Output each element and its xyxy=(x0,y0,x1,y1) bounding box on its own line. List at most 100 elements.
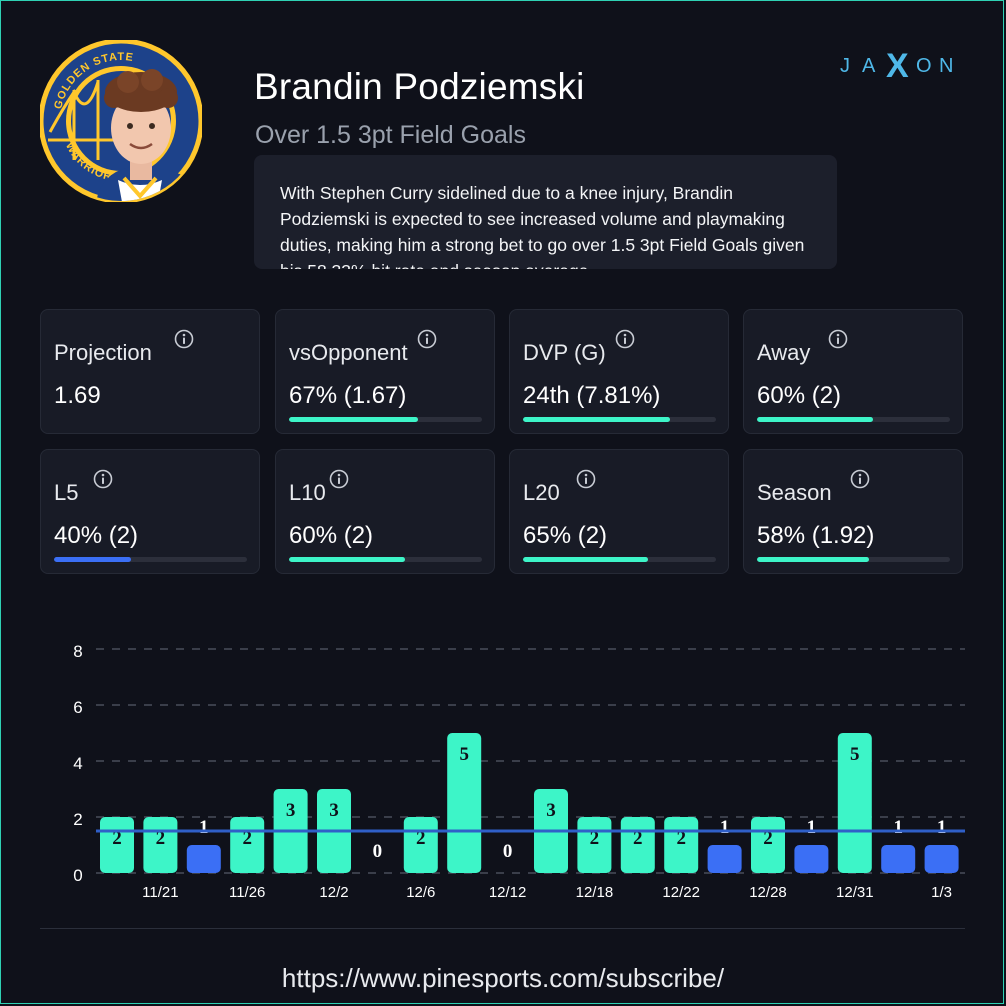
stat-progress-track xyxy=(523,557,716,562)
brand-letter-a: A xyxy=(862,55,876,77)
y-tick-label: 0 xyxy=(73,866,82,885)
x-date-label: 12/6 xyxy=(406,884,435,901)
x-date-label: 12/18 xyxy=(576,884,614,901)
x-date-label: 12/12 xyxy=(489,884,527,901)
stat-value: 40% (2) xyxy=(54,522,139,549)
stat-progress-track xyxy=(289,557,482,562)
y-tick-label: 6 xyxy=(73,698,82,717)
stat-label: vsOpponent xyxy=(289,340,408,365)
info-icon[interactable] xyxy=(417,329,437,349)
stat-progress-fill xyxy=(289,417,419,422)
jaxon-logo: J A X O N xyxy=(840,48,953,82)
info-icon[interactable] xyxy=(576,469,596,489)
stat-progress-fill xyxy=(757,557,869,562)
y-tick-label: 8 xyxy=(73,642,82,661)
x-date-label: 12/2 xyxy=(319,884,348,901)
bar-value-label: 2 xyxy=(242,828,252,849)
bar xyxy=(881,845,916,873)
y-tick-label: 4 xyxy=(73,754,82,773)
stat-card-away: Away 60% (2) xyxy=(743,309,963,434)
stat-value: 60% (2) xyxy=(757,382,842,409)
bar xyxy=(837,733,872,873)
bar-value-label: 1 xyxy=(720,817,730,838)
bar-value-label: 5 xyxy=(850,744,860,765)
stat-label: Season xyxy=(757,480,832,505)
stat-card-l5: L5 40% (2) xyxy=(40,449,260,574)
stat-card-season: Season 58% (1.92) xyxy=(743,449,963,574)
bar-value-label: 1 xyxy=(937,817,947,838)
bar-value-label: 2 xyxy=(112,828,122,849)
stat-label: Away xyxy=(757,340,811,365)
stat-value: 24th (7.81%) xyxy=(523,382,661,409)
stat-progress-fill xyxy=(289,557,405,562)
bar-value-label: 1 xyxy=(893,817,903,838)
bar xyxy=(924,845,959,873)
brand-letter-x: X xyxy=(886,48,909,82)
stat-card-projection: Projection 1.69 xyxy=(40,309,260,434)
stat-label: L20 xyxy=(523,480,560,505)
info-icon[interactable] xyxy=(329,469,349,489)
bar-value-label: 0 xyxy=(373,841,383,862)
analysis-box: With Stephen Curry sidelined due to a kn… xyxy=(254,155,837,269)
brand-letter-n: N xyxy=(939,55,953,77)
analysis-text: With Stephen Curry sidelined due to a kn… xyxy=(280,183,805,269)
stat-value: 65% (2) xyxy=(523,522,608,549)
info-icon[interactable] xyxy=(615,329,635,349)
player-name: Brandin Podziemski xyxy=(254,66,585,107)
info-icon[interactable] xyxy=(850,469,870,489)
stat-label: Projection xyxy=(54,340,152,365)
bar xyxy=(794,845,829,873)
info-icon[interactable] xyxy=(174,329,194,349)
bar-value-label: 2 xyxy=(156,828,166,849)
stat-value: 58% (1.92) xyxy=(757,522,875,549)
footer-divider xyxy=(40,928,965,929)
bar-value-label: 2 xyxy=(676,828,686,849)
stat-card-l20: L20 65% (2) xyxy=(509,449,729,574)
stat-value: 60% (2) xyxy=(289,522,374,549)
brand-letter-o: O xyxy=(916,55,932,77)
bar xyxy=(447,733,482,873)
fg3-bar-chart: 0 2 4 6 8 2 2 11/21 1 2 11/26 3 3 12/2 0 2 12/6 5 0 12/12 3 2… xyxy=(73,642,965,901)
bar-value-label: 2 xyxy=(416,828,426,849)
stat-card-dvp-g: DVP (G) 24th (7.81%) xyxy=(509,309,729,434)
stat-progress-track xyxy=(54,557,247,562)
brand-letter-j: J xyxy=(840,55,852,77)
bar xyxy=(707,845,742,873)
stat-label: L10 xyxy=(289,480,326,505)
stat-progress-fill xyxy=(523,557,649,562)
x-date-label: 12/31 xyxy=(836,884,874,901)
x-date-label: 12/22 xyxy=(662,884,700,901)
bar-value-label: 0 xyxy=(503,841,513,862)
x-date-label: 12/28 xyxy=(749,884,787,901)
stat-progress-track xyxy=(757,417,950,422)
y-tick-label: 2 xyxy=(73,810,82,829)
stat-progress-track xyxy=(757,557,950,562)
stat-label: DVP (G) xyxy=(523,340,606,365)
bar xyxy=(186,845,221,873)
stat-progress-fill xyxy=(523,417,670,422)
x-date-label: 11/21 xyxy=(142,884,178,901)
stat-progress-fill xyxy=(757,417,873,422)
prop-subtitle: Over 1.5 3pt Field Goals xyxy=(255,121,526,149)
subscribe-link[interactable]: https://www.pinesports.com/subscribe/ xyxy=(281,963,725,993)
bar-value-label: 1 xyxy=(807,817,817,838)
stat-progress-track xyxy=(523,417,716,422)
stat-label: L5 xyxy=(54,480,79,505)
bar-value-label: 3 xyxy=(546,800,556,821)
x-date-label: 1/3 xyxy=(931,884,952,901)
bar-value-label: 2 xyxy=(763,828,773,849)
stat-value: 1.69 xyxy=(54,382,101,409)
stat-card-vsopponent: vsOpponent 67% (1.67) xyxy=(275,309,495,434)
stat-progress-track xyxy=(289,417,482,422)
stat-card-l10: L10 60% (2) xyxy=(275,449,495,574)
stat-value: 67% (1.67) xyxy=(289,382,407,409)
bar-value-label: 1 xyxy=(199,817,209,838)
x-date-label: 11/26 xyxy=(229,884,265,901)
team-logo-avatar: GOLDEN STATE WARRIORS xyxy=(38,38,204,204)
stat-progress-fill xyxy=(54,557,132,562)
bar-value-label: 3 xyxy=(286,800,296,821)
bar-value-label: 3 xyxy=(329,800,339,821)
info-icon[interactable] xyxy=(93,469,113,489)
info-icon[interactable] xyxy=(828,329,848,349)
